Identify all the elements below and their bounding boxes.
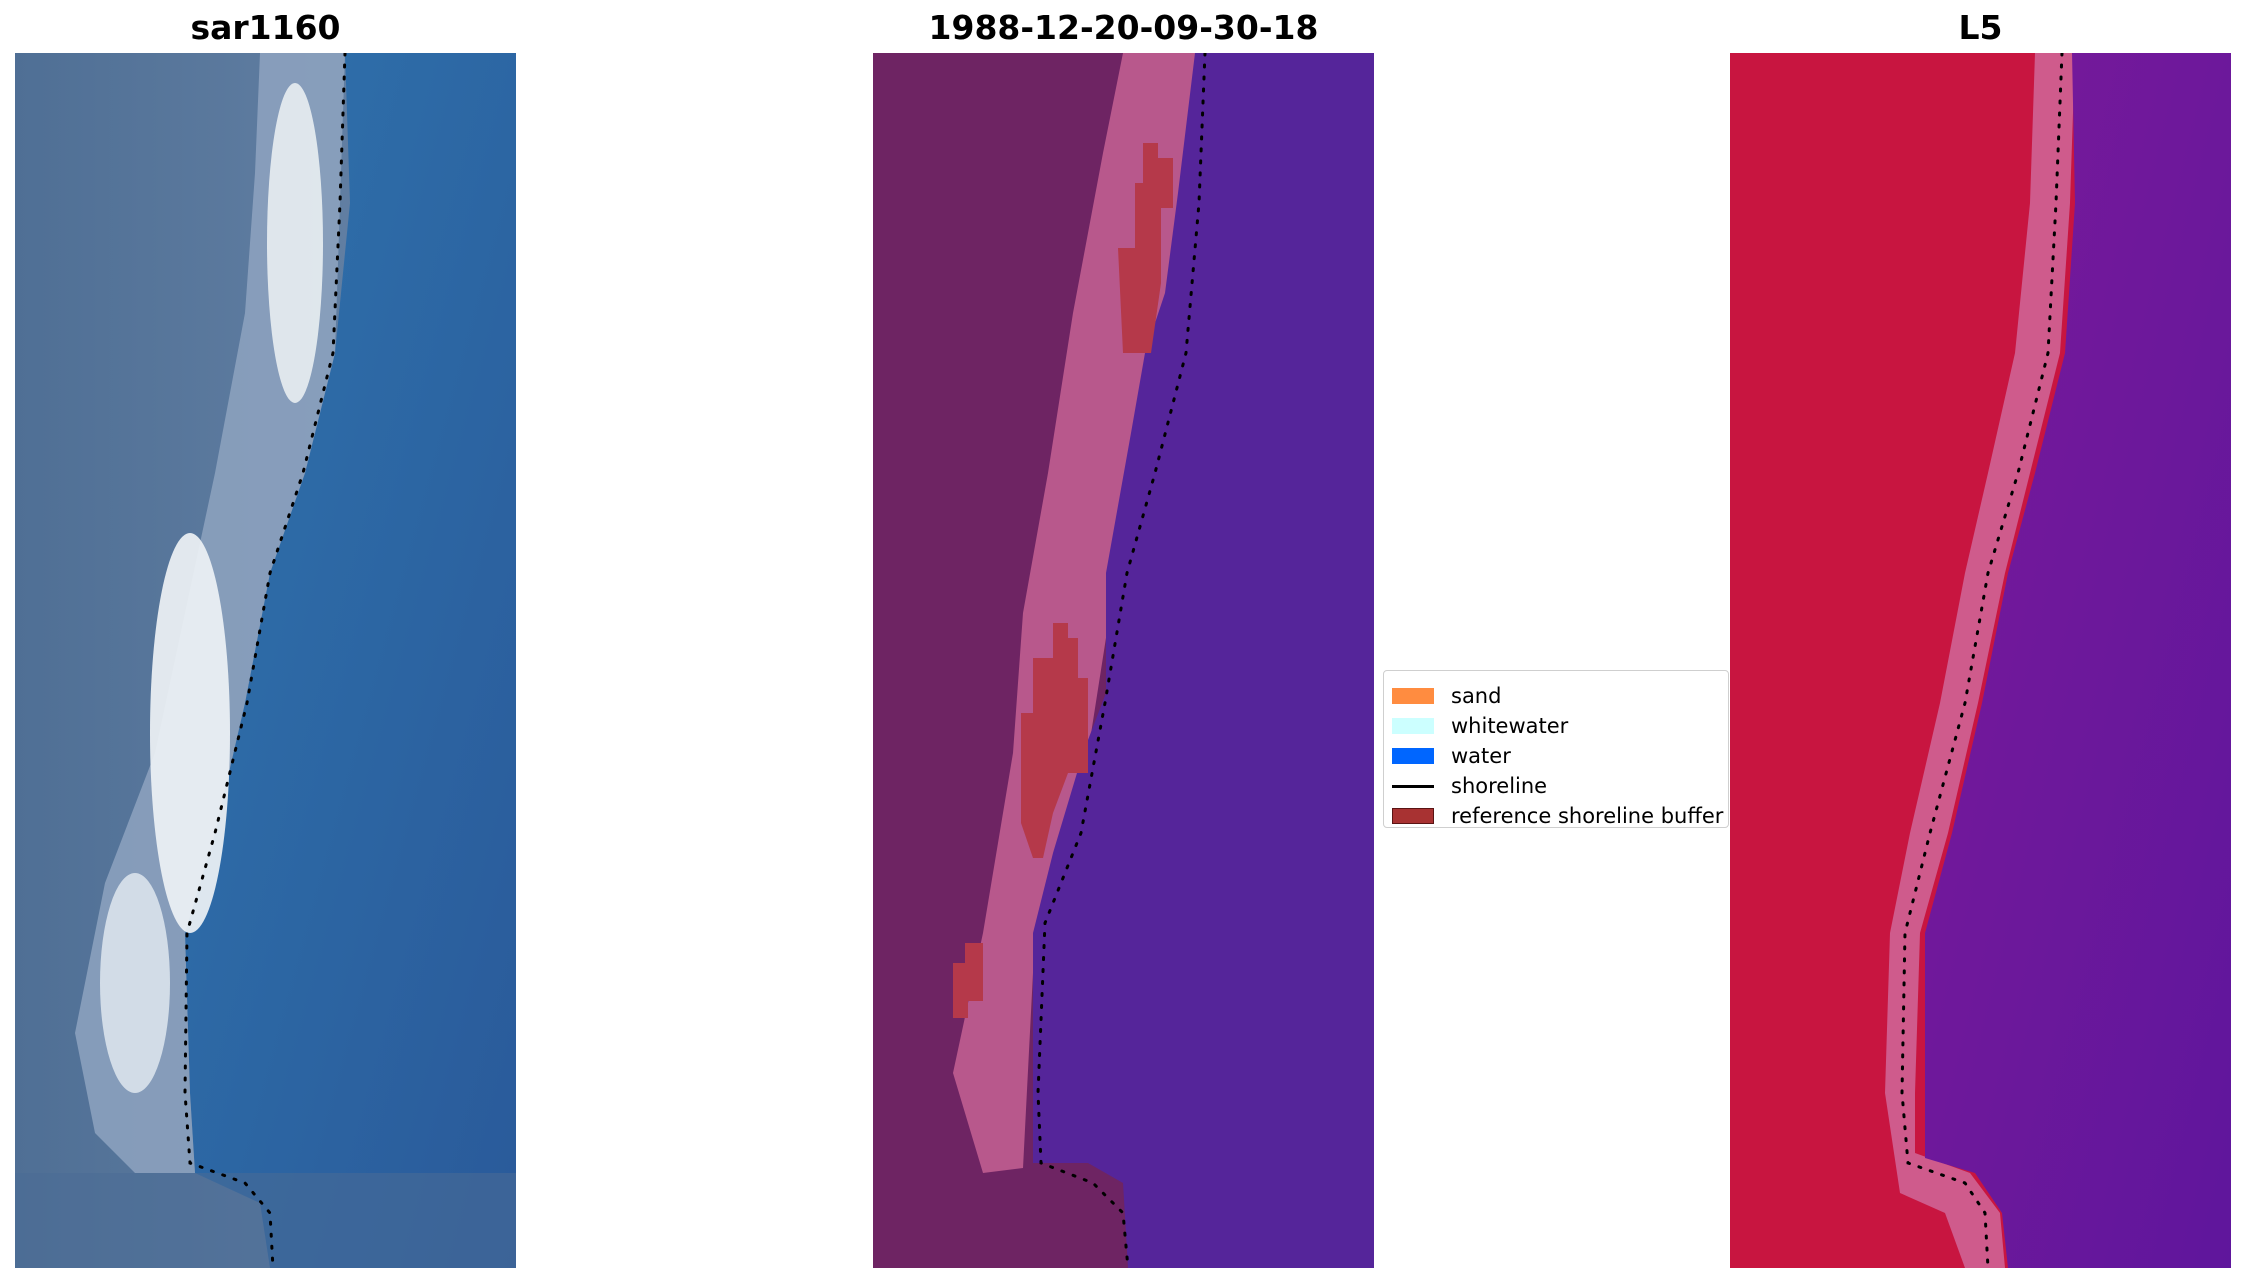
- shoreline-line: [183, 53, 347, 1268]
- legend-item-whitewater: whitewater: [1392, 713, 1568, 739]
- rgb-image-panel: [15, 53, 516, 1268]
- panel-title-index: L5: [1958, 8, 2003, 47]
- legend: sand whitewater water shoreline referenc…: [1383, 670, 1729, 828]
- panel-title-classification: 1988-12-20-09-30-18: [928, 8, 1319, 47]
- index-image: [1730, 53, 2231, 1268]
- index-panel: [1730, 53, 2231, 1268]
- legend-label: reference shoreline buffer: [1451, 804, 1724, 828]
- legend-item-sand: sand: [1392, 683, 1501, 709]
- legend-label: shoreline: [1451, 774, 1548, 798]
- shoreline-swatch: [1392, 784, 1434, 788]
- legend-item-shoreline: shoreline: [1392, 773, 1547, 799]
- panel-title-rgb: sar1160: [190, 8, 341, 47]
- legend-item-water: water: [1392, 743, 1511, 769]
- sand-swatch: [1392, 688, 1434, 704]
- rgb-image: [15, 53, 516, 1268]
- legend-item-reference-buffer: reference shoreline buffer: [1392, 803, 1723, 829]
- classification-image: [873, 53, 1374, 1268]
- shoreline-line: [1036, 53, 1207, 1268]
- legend-label: whitewater: [1451, 714, 1569, 738]
- reference-buffer-swatch: [1392, 808, 1434, 824]
- classification-panel: [873, 53, 1374, 1268]
- water-swatch: [1392, 748, 1434, 764]
- shoreline-line: [1900, 53, 2064, 1268]
- legend-label: water: [1451, 744, 1511, 768]
- legend-label: sand: [1451, 684, 1502, 708]
- whitewater-swatch: [1392, 718, 1434, 734]
